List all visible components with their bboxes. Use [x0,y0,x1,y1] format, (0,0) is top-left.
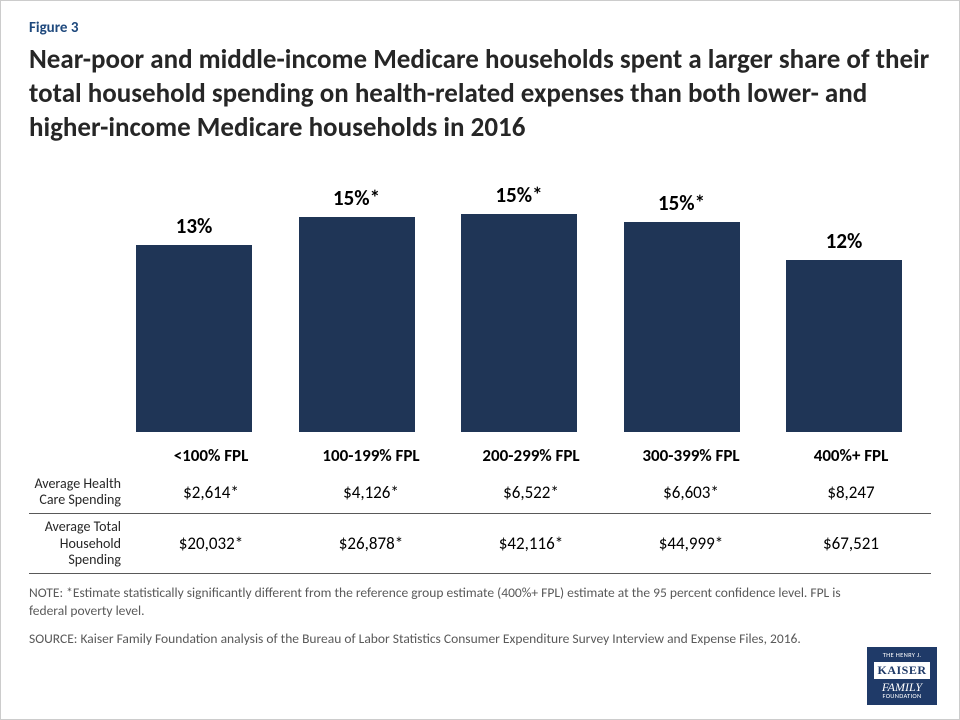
bar-group: 15%* [282,185,432,433]
total-cell: $20,032* [131,533,291,554]
bar [461,214,577,433]
category-cell: 400%+ FPL [771,445,931,466]
chart-title: Near-poor and middle-income Medicare hou… [29,43,931,144]
logo-foundation: FOUNDATION [882,693,921,700]
bar [624,222,740,432]
total-cell: $44,999* [611,533,771,554]
bar-value-label: 12% [826,228,863,254]
total-cell: $42,116* [451,533,611,554]
total-spending-row: Average Total Household Spending $20,032… [29,514,931,573]
hc-cell: $8,247 [771,482,931,503]
bar [786,260,902,433]
total-cell: $26,878* [291,533,451,554]
bar-value-label: 15%* [333,185,380,211]
bar [136,245,252,432]
healthcare-spending-row: Average Health Care Spending $2,614*$4,1… [29,471,931,514]
bar-value-label: 13% [176,213,213,239]
data-table: <100% FPL100-199% FPL200-299% FPL300-399… [29,440,931,573]
category-cell: <100% FPL [131,445,291,466]
bar-group: 12% [769,228,919,433]
bar-group: 15%* [607,190,757,432]
logo-kaiser: KAISER [874,662,929,679]
category-row: <100% FPL100-199% FPL200-299% FPL300-399… [29,440,931,471]
bar-value-label: 15%* [658,190,705,216]
hc-cell: $6,603* [611,482,771,503]
figure-label: Figure 3 [29,19,931,37]
hc-cell: $4,126* [291,482,451,503]
category-cell: 100-199% FPL [291,445,451,466]
bar-chart: 13% 15%* 15%* 15%* 12% [119,172,919,432]
category-cell: 300-399% FPL [611,445,771,466]
logo-top: THE HENRY J. [883,652,922,659]
hc-cell: $6,522* [451,482,611,503]
category-cell: 200-299% FPL [451,445,611,466]
note-text: NOTE: *Estimate statistically significan… [29,584,849,620]
total-cell: $67,521 [771,533,931,554]
bar-group: 15%* [444,182,594,433]
bar [299,217,415,433]
row-head-hc: Average Health Care Spending [29,476,131,508]
logo-family: FAMILY [882,681,922,693]
source-text: SOURCE: Kaiser Family Foundation analysi… [29,630,849,648]
row-head-total: Average Total Household Spending [29,519,131,567]
bar-value-label: 15%* [495,182,542,208]
hc-cell: $2,614* [131,482,291,503]
bar-group: 13% [119,213,269,432]
kaiser-logo: THE HENRY J. KAISER FAMILY FOUNDATION [867,647,937,705]
